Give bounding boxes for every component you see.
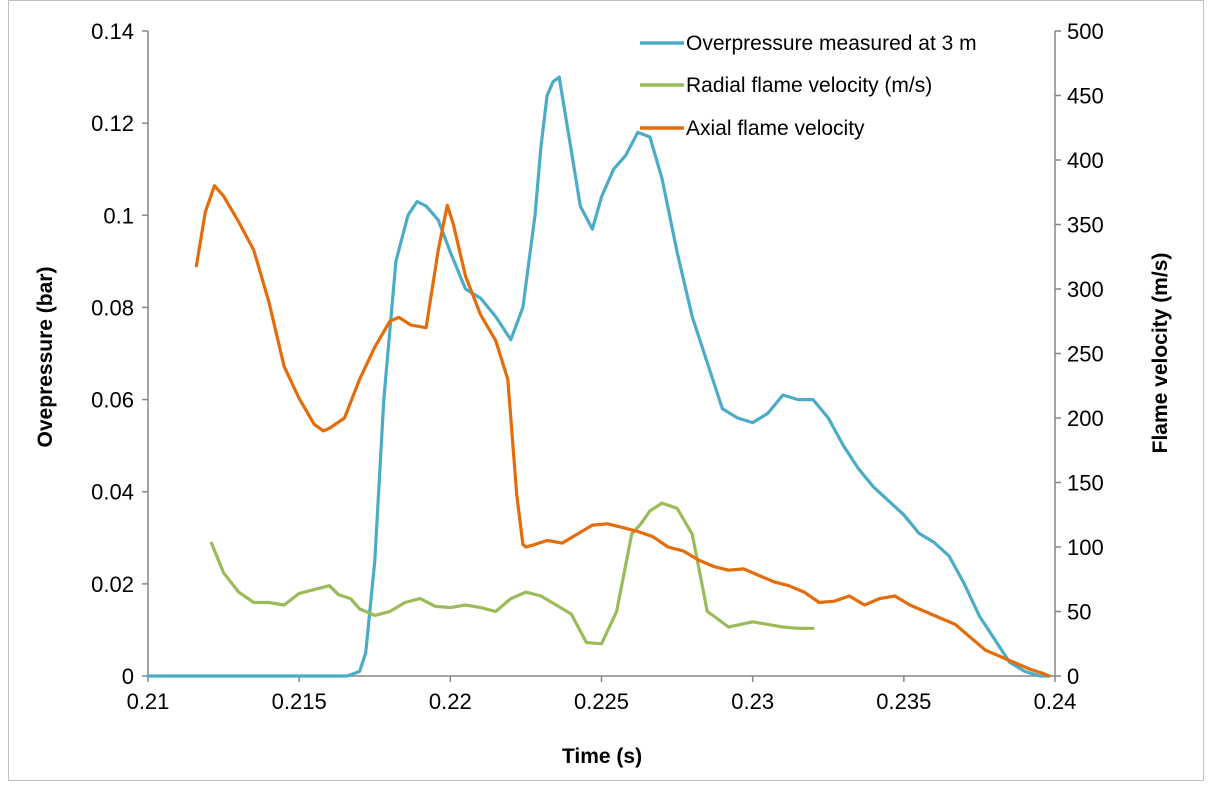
chart-frame bbox=[8, 0, 1204, 781]
axial-flame-velocity-series-line bbox=[194, 184, 1051, 678]
y-right-tick-label: 0 bbox=[1067, 664, 1079, 689]
y-right-tick-label: 500 bbox=[1067, 19, 1104, 44]
y-right-tick-label: 400 bbox=[1067, 148, 1104, 173]
x-tick-label: 0.21 bbox=[127, 689, 170, 714]
x-tick-label: 0.215 bbox=[272, 689, 327, 714]
legend: Overpressure measured at 3 m Radial flam… bbox=[640, 32, 977, 140]
y-right-tick-label: 100 bbox=[1067, 535, 1104, 560]
y-right-tick-label: 250 bbox=[1067, 342, 1104, 367]
y-right-tick-label: 450 bbox=[1067, 84, 1104, 109]
y-axis-left-title: Ovepressure (bar) bbox=[34, 267, 57, 448]
y-left-tick-label: 0.12 bbox=[91, 111, 134, 136]
y-left-tick-label: 0.06 bbox=[91, 388, 134, 413]
y-left-tick-label: 0.14 bbox=[91, 19, 134, 44]
y-right-tick-label: 50 bbox=[1067, 600, 1091, 625]
y-left-tick-label: 0.04 bbox=[91, 480, 134, 505]
y-right-ticks: 0 50 100 150 200 250 300 350 400 450 500 bbox=[1055, 19, 1104, 689]
x-tick-label: 0.225 bbox=[574, 689, 629, 714]
y-left-ticks: 0 0.02 0.04 0.06 0.08 0.1 0.12 0.14 bbox=[91, 19, 148, 689]
legend-label-radial: Radial flame velocity (m/s) bbox=[686, 74, 932, 97]
y-right-tick-label: 150 bbox=[1067, 471, 1104, 496]
y-right-tick-label: 350 bbox=[1067, 213, 1104, 238]
y-axis-right-title: Flame velocity (m/s) bbox=[1149, 253, 1172, 454]
x-axis-title: Time (s) bbox=[562, 745, 642, 768]
series-layer bbox=[146, 75, 1051, 678]
overpressure-series-line bbox=[146, 75, 1051, 678]
y-left-tick-label: 0.1 bbox=[103, 203, 134, 228]
legend-label-axial: Axial flame velocity bbox=[686, 117, 865, 140]
x-tick-label: 0.24 bbox=[1034, 689, 1077, 714]
y-right-tick-label: 300 bbox=[1067, 277, 1104, 302]
y-right-tick-label: 200 bbox=[1067, 406, 1104, 431]
y-left-tick-label: 0 bbox=[122, 664, 134, 689]
x-tick-label: 0.235 bbox=[876, 689, 931, 714]
y-left-tick-label: 0.02 bbox=[91, 572, 134, 597]
radial-flame-velocity-series-line bbox=[209, 501, 815, 646]
x-tick-label: 0.23 bbox=[731, 689, 774, 714]
legend-label-overpressure: Overpressure measured at 3 m bbox=[686, 32, 977, 55]
y-left-tick-label: 0.08 bbox=[91, 295, 134, 320]
x-ticks: 0.21 0.215 0.22 0.225 0.23 0.235 0.24 bbox=[127, 676, 1077, 714]
x-tick-label: 0.22 bbox=[429, 689, 472, 714]
